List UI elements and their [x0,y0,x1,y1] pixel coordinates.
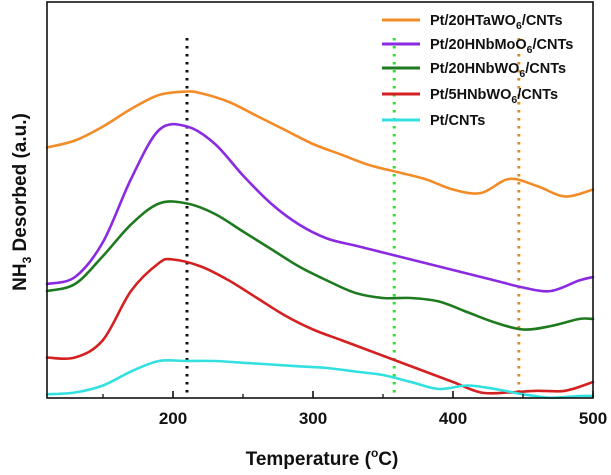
series-line-pt-20hnbwo6-cnts [45,200,595,331]
series-layer [45,90,595,400]
legend: Pt/20HTaWO6/CNTs Pt/20HNbMoO6/CNTs Pt/20HN… [382,13,573,129]
legend-label-pt-20hnbmoo6-cnts: Pt/20HNbMoO6/CNTs [430,37,573,56]
x-tick-label-500: 500 [579,409,607,428]
x-axis-ticks: 200 300 400 500 [102,391,607,428]
series-line-pt-20htawo6-cnts [45,90,595,198]
plot-frame [46,1,594,399]
x-tick-label-200: 200 [159,409,187,428]
x-tick-label-400: 400 [439,409,467,428]
legend-label-pt-20hnbwo6-cnts: Pt/20HNbWO6/CNTs [430,61,566,80]
legend-label-pt-20htawo6-cnts: Pt/20HTaWO6/CNTs [430,13,563,32]
series-line-pt-5hnbwo6-cnts [45,257,595,395]
series-line-pt-cnts [45,358,595,400]
legend-label-pt-5hnbwo6-cnts: Pt/5HNbWO6/CNTs [430,87,558,106]
x-axis-title: Temperature (oC) [246,446,399,470]
x-tick-label-300: 300 [299,409,327,428]
y-axis-title: NH3 Desorbed (a.u.) [10,113,34,291]
legend-label-pt-cnts: Pt/CNTs [430,113,485,129]
series-line-pt-20hnbmoo6-cnts [45,122,595,293]
